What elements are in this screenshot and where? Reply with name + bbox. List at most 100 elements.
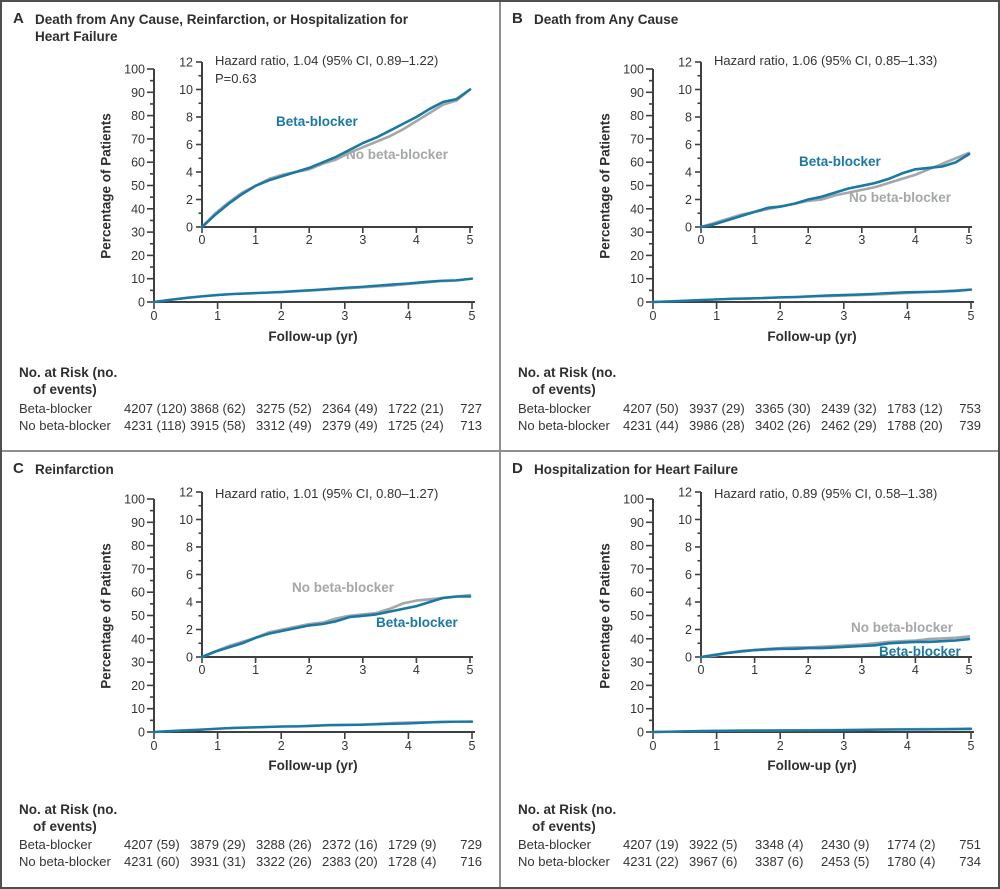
- risk-value: 3365 (30): [755, 401, 811, 416]
- y-tick-label: 2: [186, 623, 193, 637]
- beta-blocker-curve-inset: [200, 88, 472, 229]
- y-tick-label: 30: [131, 226, 145, 240]
- risk-value: 2462 (29): [821, 418, 877, 433]
- risk-value: 1728 (4): [388, 854, 437, 869]
- y-tick-label: 8: [186, 111, 193, 125]
- y-tick-label: 12: [678, 56, 692, 70]
- hazard-ratio-annotation: Hazard ratio, 1.04 (95% CI, 0.89–1.22) P…: [215, 52, 438, 87]
- y-tick-label: 0: [637, 726, 644, 740]
- x-tick-label: 3: [341, 309, 348, 323]
- y-tick-label: 90: [131, 86, 145, 100]
- beta-blocker-label: Beta-blocker: [376, 615, 458, 630]
- beta-blocker-label: Beta-blocker: [276, 114, 358, 129]
- risk-row-label: No beta-blocker: [518, 418, 610, 433]
- y-tick-label: 100: [124, 63, 145, 77]
- y-tick-label: 10: [179, 513, 193, 527]
- x-tick-label: 1: [214, 739, 221, 753]
- risk-value: 2453 (5): [821, 854, 870, 869]
- x-tick-label: 4: [405, 739, 412, 753]
- y-tick-label: 40: [630, 202, 644, 216]
- y-tick-label: 10: [131, 272, 145, 286]
- risk-value: 4231 (60): [124, 854, 180, 869]
- x-axis-label: Follow-up (yr): [767, 329, 857, 344]
- x-tick-label: 0: [698, 663, 705, 677]
- beta-blocker-curve-inset: [699, 637, 971, 659]
- x-tick-label: 3: [359, 233, 366, 247]
- risk-row-label: No beta-blocker: [19, 854, 111, 869]
- y-tick-label: 10: [678, 83, 692, 97]
- x-tick-label: 0: [199, 233, 206, 247]
- risk-value: 4207 (59): [124, 837, 180, 852]
- panel-a: A Death from Any Cause, Reinfarction, or…: [2, 2, 499, 450]
- hazard-ratio-annotation: Hazard ratio, 0.89 (95% CI, 0.58–1.38): [714, 485, 937, 503]
- risk-table-header: No. at Risk (no.: [518, 365, 617, 380]
- risk-table-header2: of events): [532, 382, 596, 397]
- panel-title: Death from Any Cause, Reinfarction, or H…: [35, 12, 409, 44]
- hazard-ratio-line1: Hazard ratio, 1.06 (95% CI, 0.85–1.33): [714, 53, 938, 68]
- risk-value: 2439 (32): [821, 401, 877, 416]
- y-tick-label: 10: [630, 702, 644, 716]
- x-tick-label: 0: [199, 663, 206, 677]
- y-tick-label: 4: [186, 166, 193, 180]
- panel-c: C Reinfarction Percentage of Patients Ha…: [2, 452, 499, 887]
- x-axis-label: Follow-up (yr): [767, 758, 857, 773]
- y-tick-label: 50: [131, 179, 145, 193]
- x-tick-label: 4: [413, 233, 420, 247]
- risk-value: 2430 (9): [821, 837, 870, 852]
- risk-value: 1780 (4): [887, 854, 936, 869]
- hazard-ratio-line1: Hazard ratio, 1.04 (95% CI, 0.89–1.22): [215, 53, 439, 68]
- y-tick-label: 12: [678, 486, 692, 500]
- y-tick-label: 100: [623, 63, 644, 77]
- y-tick-label: 70: [630, 132, 644, 146]
- x-tick-label: 4: [413, 663, 420, 677]
- risk-row-no-beta-blocker: No beta-blocker 4231 (44) 3986 (28) 3402 (2…: [501, 418, 998, 434]
- y-tick-label: 2: [685, 623, 692, 637]
- risk-row-beta-blocker: Beta-blocker 4207 (59) 3879 (29) 3288 (26) 2…: [2, 837, 499, 853]
- y-tick-label: 80: [131, 109, 145, 123]
- no-beta-blocker-curve-inset: [200, 593, 472, 659]
- risk-row-beta-blocker: Beta-blocker 4207 (50) 3937 (29) 3365 (30) 2…: [501, 401, 998, 417]
- risk-value: 3402 (26): [755, 418, 811, 433]
- risk-table-header: No. at Risk (no.: [19, 365, 118, 380]
- no-beta-blocker-label: No beta-blocker: [292, 580, 395, 595]
- x-tick-label: 0: [151, 309, 158, 323]
- risk-value: 3879 (29): [190, 837, 246, 852]
- x-tick-label: 3: [359, 663, 366, 677]
- x-tick-label: 3: [341, 739, 348, 753]
- risk-row-label: Beta-blocker: [19, 837, 92, 852]
- x-tick-label: 1: [252, 233, 259, 247]
- y-tick-label: 50: [630, 179, 644, 193]
- no-beta-blocker-label: No beta-blocker: [851, 620, 954, 635]
- y-tick-label: 40: [630, 632, 644, 646]
- x-tick-label: 4: [912, 663, 919, 677]
- y-tick-label: 20: [131, 679, 145, 693]
- y-tick-label: 0: [138, 726, 145, 740]
- risk-value: 727: [460, 401, 482, 416]
- x-tick-label: 5: [467, 233, 474, 247]
- y-tick-label: 30: [630, 226, 644, 240]
- x-tick-label: 4: [405, 309, 412, 323]
- x-tick-label: 2: [777, 309, 784, 323]
- y-tick-label: 4: [186, 596, 193, 610]
- x-tick-label: 2: [278, 309, 285, 323]
- y-tick-label: 90: [131, 516, 145, 530]
- y-tick-label: 6: [685, 138, 692, 152]
- beta-blocker-label: Beta-blocker: [879, 644, 961, 659]
- y-tick-label: 12: [179, 56, 193, 70]
- x-tick-label: 1: [751, 233, 758, 247]
- x-tick-label: 4: [904, 739, 911, 753]
- y-tick-label: 90: [630, 86, 644, 100]
- y-tick-label: 60: [131, 586, 145, 600]
- y-tick-label: 0: [186, 221, 193, 235]
- y-tick-label: 0: [186, 651, 193, 665]
- risk-value: 3986 (28): [689, 418, 745, 433]
- risk-value: 3868 (62): [190, 401, 246, 416]
- horizontal-divider: [2, 450, 998, 452]
- y-tick-label: 10: [678, 513, 692, 527]
- y-tick-label: 50: [630, 609, 644, 623]
- risk-row-beta-blocker: Beta-blocker 4207 (19) 3922 (5) 3348 (4) 243…: [501, 837, 998, 853]
